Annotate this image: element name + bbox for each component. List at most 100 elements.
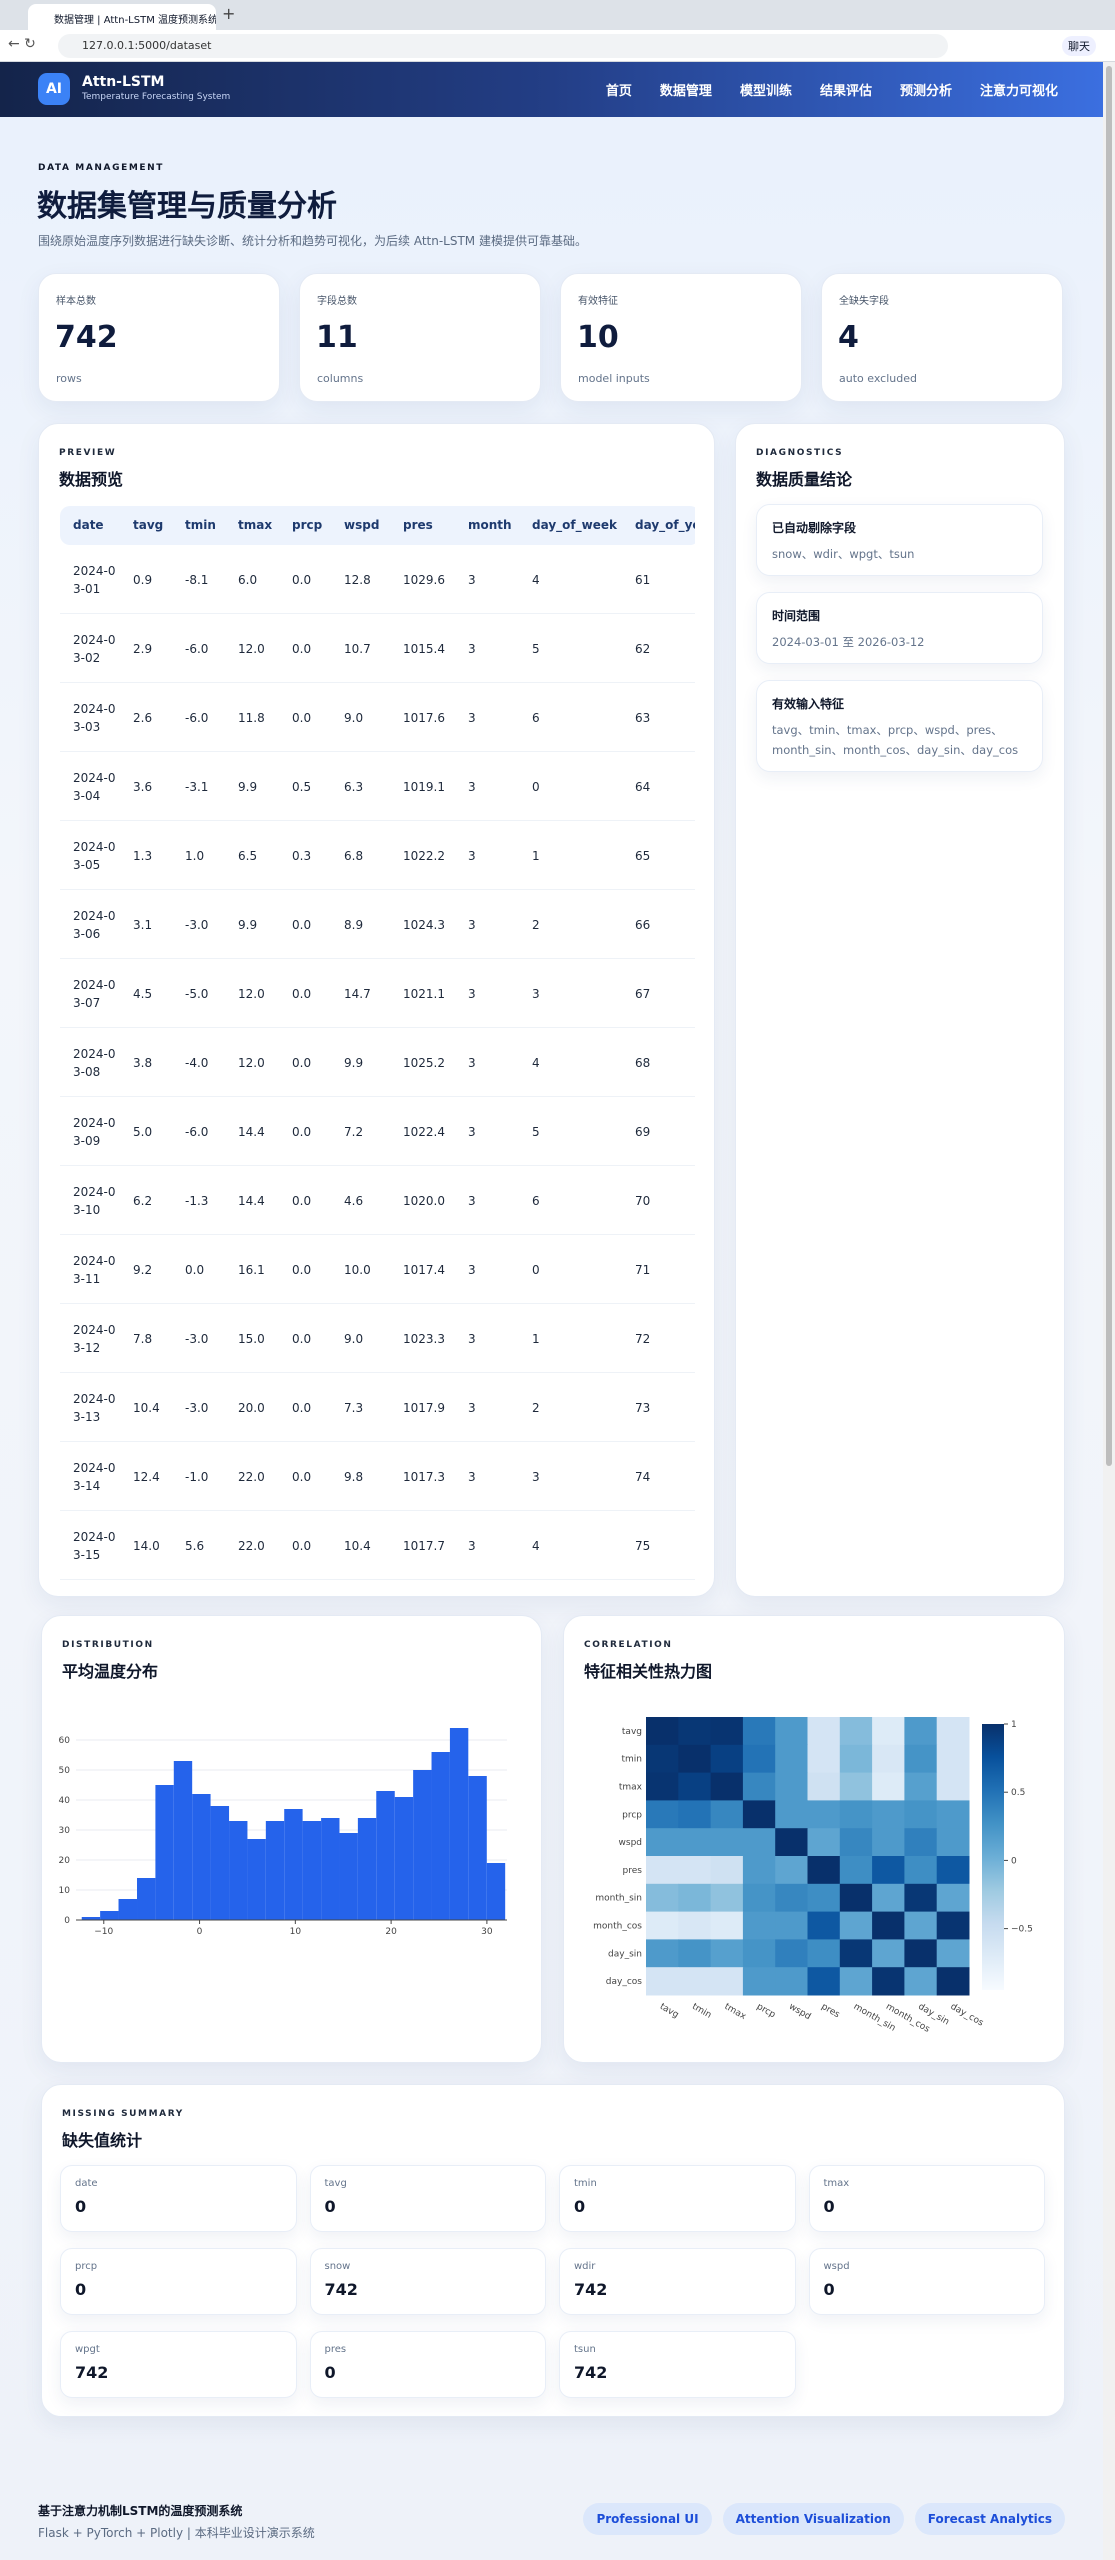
- heatmap-cell: [775, 1939, 808, 1968]
- heatmap-cell: [936, 1939, 970, 1968]
- table-cell: 3: [532, 1469, 540, 1484]
- table-cell: 1017.9: [403, 1400, 445, 1415]
- table-cell: 2: [532, 1400, 540, 1415]
- column-header: month: [468, 518, 512, 532]
- y-label: month_sin: [595, 1894, 642, 1904]
- x-label: wspd: [787, 2002, 812, 2022]
- table-cell: 1024.3: [403, 917, 445, 932]
- table-cell: 68: [635, 1055, 651, 1070]
- table-cell: 5.6: [185, 1538, 205, 1553]
- diagnostic-text: snow、wdir、wpgt、tsun: [772, 547, 915, 561]
- nav-link[interactable]: 注意力可视化: [979, 84, 1058, 99]
- heatmap-cell: [872, 1800, 905, 1829]
- missing-item: tavg 0: [309, 2165, 546, 2232]
- table-cell: 3: [468, 572, 476, 587]
- nav-buttons[interactable]: ← ↻: [8, 36, 36, 52]
- logo[interactable]: AI: [38, 73, 70, 105]
- table-cell: 9.0: [344, 710, 364, 725]
- stat-card: 全缺失字段 4 auto excluded: [821, 273, 1063, 402]
- table-cell: 4: [532, 1538, 540, 1553]
- field-name: tavg: [324, 2178, 347, 2189]
- table-cell: 0.0: [292, 641, 312, 656]
- table-cell: 22.0: [238, 1538, 265, 1553]
- diagnostic-title: 有效输入特征: [772, 697, 845, 711]
- heatmap-cell: [936, 1744, 970, 1774]
- stat-value: 11: [316, 320, 358, 355]
- diagnostic-title: 已自动剔除字段: [772, 521, 857, 535]
- missing-item: tmax 0: [808, 2165, 1045, 2232]
- row-divider: [60, 1303, 695, 1304]
- nav-link[interactable]: 数据管理: [659, 84, 712, 99]
- y-label: tavg: [622, 1727, 642, 1737]
- diagnostic-item: 已自动剔除字段 snow、wdir、wpgt、tsun: [756, 504, 1043, 576]
- field-name: wdir: [574, 2261, 596, 2272]
- card-title: 数据预览: [59, 470, 124, 489]
- heatmap-cell: [710, 1883, 744, 1913]
- table-cell: -6.0: [185, 641, 209, 656]
- diagnostic-item: 有效输入特征 tavg、tmin、tmax、prcp、wspd、pres、mont…: [756, 680, 1043, 772]
- heatmap-cell: [742, 1939, 776, 1968]
- bar: [413, 1770, 432, 1920]
- heatmap-cell: [839, 1883, 873, 1913]
- table-cell: 12.8: [344, 572, 371, 587]
- column-header: tmax: [238, 518, 273, 532]
- y-label: wspd: [619, 1838, 642, 1848]
- new-tab[interactable]: +: [222, 4, 236, 23]
- nav-link[interactable]: 结果评估: [819, 84, 872, 99]
- nav-link[interactable]: 首页: [605, 84, 632, 99]
- heatmap-cell: [839, 1856, 873, 1885]
- profile-button[interactable]: 聊天: [1062, 36, 1096, 56]
- table-cell: -5.0: [185, 986, 209, 1001]
- table-cell: 62: [635, 641, 651, 656]
- table-cell: 0.0: [292, 1538, 312, 1553]
- tab[interactable]: 数据管理 | Attn-LSTM 温度预测系统: [28, 4, 216, 30]
- heatmap-cell: [807, 1717, 841, 1746]
- heatmap-cell: [936, 1911, 970, 1940]
- heatmap-cell: [807, 1883, 841, 1913]
- table-cell: 1025.2: [403, 1055, 445, 1070]
- heatmap-cell: [936, 1967, 970, 1996]
- field-name: tsun: [574, 2344, 596, 2355]
- table-cell: 7.8: [133, 1331, 153, 1346]
- bar: [394, 1797, 414, 1920]
- y-tick-label: 60: [59, 1736, 71, 1746]
- missing-item: tsun 742: [559, 2331, 796, 2398]
- stat-label: 有效特征: [578, 296, 618, 307]
- heatmap-cell: [872, 1828, 905, 1857]
- y-label: day_sin: [608, 1949, 642, 1959]
- x-label: prcp: [755, 2002, 777, 2021]
- missing-item: pres 0: [309, 2331, 546, 2398]
- heatmap-cell: [839, 1911, 873, 1940]
- y-tick-label: 40: [59, 1796, 71, 1806]
- table-cell: 3: [532, 986, 540, 1001]
- heatmap-cell: [904, 1883, 938, 1913]
- bar: [376, 1791, 395, 1920]
- heatmap-cell: [872, 1911, 905, 1940]
- table-cell: 12.0: [238, 641, 265, 656]
- missing-item: tmin 0: [559, 2165, 796, 2232]
- table-cell: 0.0: [292, 710, 312, 725]
- row-divider: [60, 1234, 695, 1235]
- table-cell: 0.0: [292, 1055, 312, 1070]
- table-cell: 3.1: [133, 917, 153, 932]
- table-cell: -8.1: [185, 572, 209, 587]
- table-cell: 1021.1: [403, 986, 445, 1001]
- table-cell: 2024-03-13: [73, 1391, 116, 1424]
- nav-link[interactable]: 模型训练: [739, 84, 792, 99]
- table-cell: 1.3: [133, 848, 153, 863]
- preview-card: PREVIEW 数据预览 date tavg tmin tmax prcp wspd pre…: [38, 423, 715, 1597]
- nav-link[interactable]: 预测分析: [899, 84, 952, 99]
- column-header: prcp: [292, 518, 323, 532]
- table-cell: 14.0: [133, 1538, 160, 1553]
- tab-bar: 数据管理 | Attn-LSTM 温度预测系统 +: [0, 0, 1115, 30]
- colorbar: [982, 1724, 1004, 1990]
- heatmap-cell: [872, 1967, 905, 1996]
- table-cell: 6: [532, 1193, 540, 1208]
- missing-count: 0: [324, 2363, 336, 2382]
- heatmap-cell: [678, 1883, 712, 1913]
- bar: [468, 1776, 487, 1920]
- url-box[interactable]: 127.0.0.1:5000/dataset: [58, 34, 948, 58]
- heatmap-cell: [775, 1911, 808, 1940]
- heatmap-cell: [678, 1744, 712, 1774]
- table-cell: 1.0: [185, 848, 205, 863]
